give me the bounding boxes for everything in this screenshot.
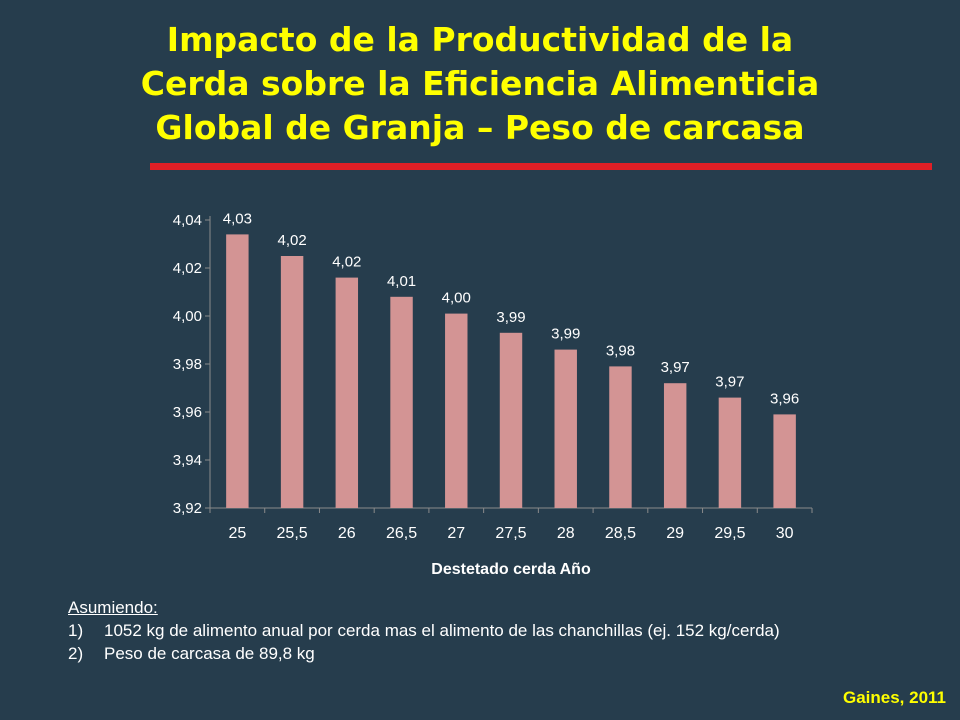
bar: [554, 349, 577, 508]
data-label: 3,97: [661, 359, 690, 376]
title-line-2: Cerda sobre la Eficiencia Alimenticia: [140, 64, 820, 103]
slide-title: Impacto de la Productividad de la Cerda …: [0, 18, 960, 150]
x-tick-label: 26: [338, 525, 356, 542]
bar: [499, 332, 523, 508]
bar: [663, 383, 687, 508]
assumption-text: 1052 kg de alimento anual por cerda mas …: [104, 621, 780, 640]
data-label: 4,01: [387, 273, 416, 290]
data-label: 4,00: [442, 290, 471, 307]
bar: [226, 234, 249, 508]
title-line-1: Impacto de la Productividad de la: [166, 20, 794, 59]
x-tick-label: 29: [666, 525, 684, 542]
title-line-3: Global de Granja – Peso de carcasa: [155, 108, 805, 147]
data-label: 4,03: [223, 210, 252, 227]
bar: [280, 256, 304, 508]
y-tick-label: 4,02: [173, 260, 202, 277]
bar: [445, 313, 468, 508]
x-tick-label: 27: [447, 525, 465, 542]
title-divider: [150, 163, 932, 170]
data-label: 3,97: [715, 374, 744, 391]
bar-chart: 3,92 3,94 3,96 3,98 4,00 4,02 4,04 4,03 25 4,02 25…: [173, 210, 813, 578]
y-tick-label: 3,96: [173, 404, 202, 421]
x-tick-label: 29,5: [714, 525, 745, 542]
assumption-number: 2): [68, 644, 84, 663]
data-label: 4,02: [332, 254, 361, 271]
bar: [609, 366, 632, 508]
source-citation: Gaines, 2011: [842, 688, 946, 707]
bar: [773, 414, 796, 508]
bar: [335, 277, 359, 508]
assumption-item: 2) Peso de carcasa de 89,8 kg: [68, 642, 928, 665]
data-label: 3,98: [606, 342, 635, 359]
x-tick-label: 25: [228, 525, 246, 542]
assumptions-notes: Asumiendo: 1) 1052 kg de alimento anual …: [68, 596, 928, 665]
bar: [718, 397, 742, 508]
x-axis-title: Destetado cerda Año: [431, 561, 591, 578]
y-tick-label: 3,92: [173, 500, 202, 517]
assumption-text: Peso de carcasa de 89,8 kg: [104, 644, 315, 663]
data-label: 3,99: [496, 309, 525, 326]
y-tick-label: 3,98: [173, 356, 202, 373]
data-label: 3,96: [770, 390, 799, 407]
assumptions-heading: Asumiendo:: [68, 598, 158, 617]
x-tick-label: 30: [776, 525, 794, 542]
data-label: 4,02: [277, 232, 306, 249]
y-tick-label: 4,04: [173, 212, 202, 229]
x-tick-label: 25,5: [277, 525, 308, 542]
assumption-number: 1): [68, 621, 84, 640]
x-tick-label: 28,5: [605, 525, 636, 542]
data-label: 3,99: [551, 326, 580, 343]
x-tick-label: 26,5: [386, 525, 417, 542]
y-tick-label: 3,94: [173, 452, 202, 469]
assumption-item: 1) 1052 kg de alimento anual por cerda m…: [68, 619, 928, 642]
x-tick-label: 28: [557, 525, 575, 542]
x-tick-label: 27,5: [495, 525, 526, 542]
y-tick-label: 4,00: [173, 308, 202, 325]
bar: [390, 296, 413, 508]
